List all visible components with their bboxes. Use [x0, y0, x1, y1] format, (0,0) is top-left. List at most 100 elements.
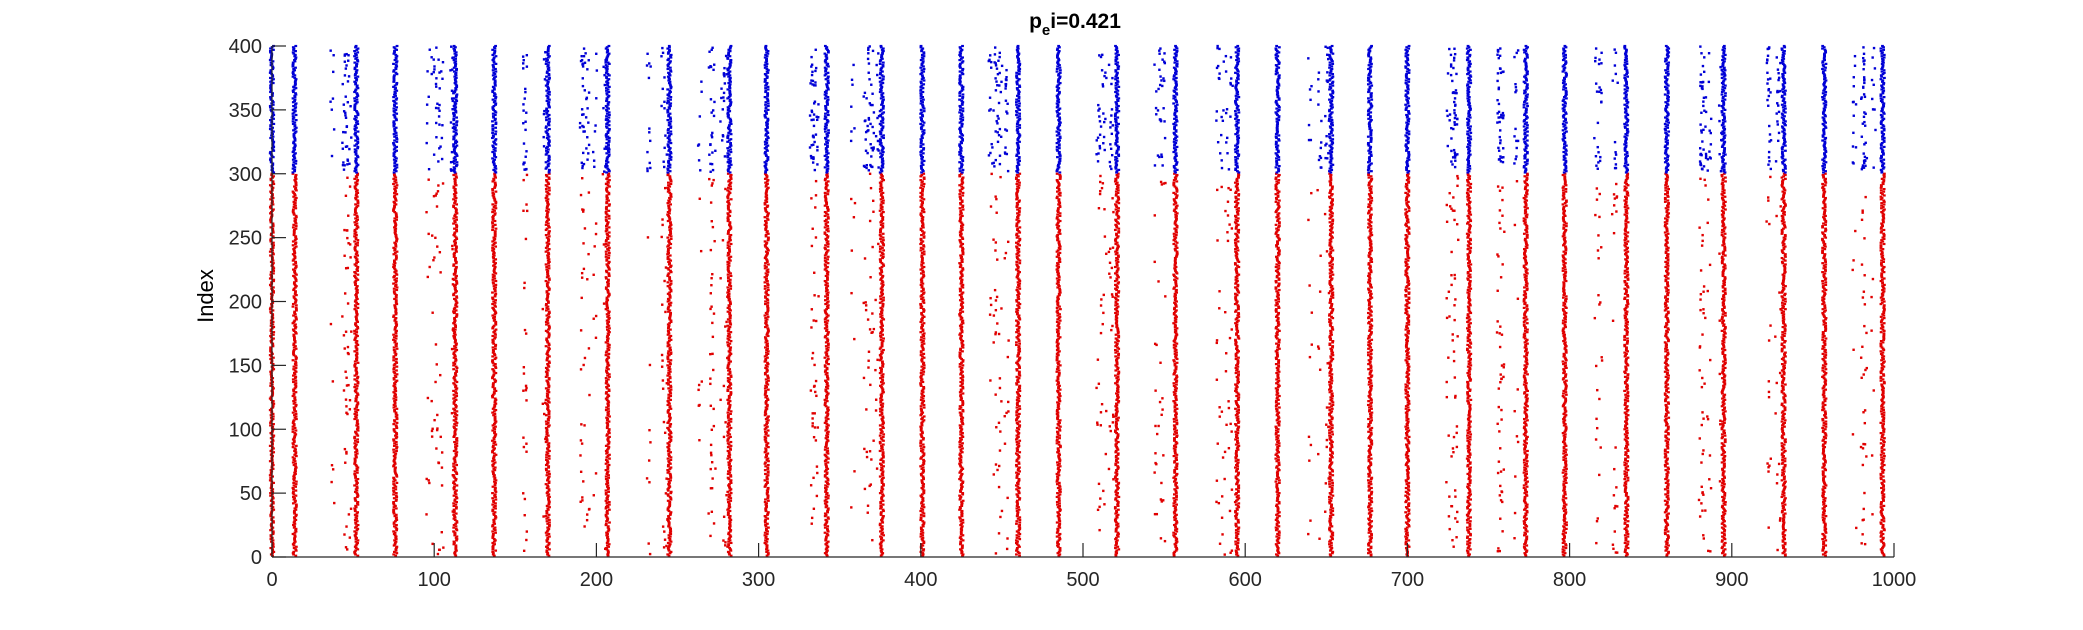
- spike-dot: [546, 58, 549, 62]
- spike-dot: [294, 162, 298, 165]
- spike-dot: [356, 260, 360, 263]
- spike-dot: [455, 538, 459, 541]
- spike-dot: [604, 354, 608, 357]
- spike-dot: [355, 359, 359, 362]
- spike-dot: [291, 167, 295, 170]
- spike-dot: [606, 334, 609, 338]
- spike-dot: [606, 405, 610, 408]
- spike-dot: [491, 359, 495, 362]
- spike-dot: [454, 525, 458, 528]
- spike-dot: [294, 429, 298, 432]
- spike-dot: [269, 477, 273, 481]
- spike-dot: [354, 190, 358, 193]
- spike-dot: [453, 271, 457, 274]
- spike-dot: [392, 153, 396, 156]
- spike-dot: [493, 47, 497, 50]
- spike-dot: [393, 318, 397, 321]
- spike-dot: [394, 360, 398, 363]
- spike-dot: [353, 461, 357, 464]
- spike-dot: [493, 434, 497, 437]
- spike-dot: [453, 156, 457, 159]
- spike-dot: [548, 55, 551, 58]
- spike-dot: [269, 219, 273, 223]
- spike-dot: [272, 521, 275, 524]
- spike-dot: [394, 214, 398, 218]
- spike-dot: [271, 438, 275, 441]
- spike-dot: [293, 138, 297, 141]
- spike-dot: [353, 442, 357, 445]
- spike-dot: [491, 296, 494, 299]
- spike-dot: [291, 302, 295, 306]
- spike-dot: [353, 185, 357, 188]
- spike-dot: [291, 89, 295, 92]
- spike-dot: [392, 403, 396, 407]
- spike-dot: [355, 292, 358, 295]
- spike-dot: [493, 198, 497, 201]
- spike-dot: [393, 127, 397, 131]
- spike-dot: [546, 46, 550, 49]
- spike-dot: [394, 225, 397, 228]
- spike-dot: [493, 88, 496, 91]
- spike-dot: [395, 302, 399, 306]
- spike-dot: [354, 153, 358, 156]
- spike-dot: [453, 317, 456, 320]
- spike-dot: [292, 350, 296, 353]
- spike-dot: [355, 318, 358, 321]
- spike-dot: [355, 317, 358, 320]
- spike-dot: [545, 309, 548, 312]
- spike-dot: [392, 544, 396, 547]
- spike-dot: [455, 226, 459, 229]
- spike-dot: [492, 168, 496, 172]
- spike-dot: [272, 208, 275, 211]
- spike-dot: [454, 269, 457, 272]
- spike-dot: [271, 520, 275, 523]
- spike-dot: [294, 375, 298, 378]
- spike-dot: [452, 465, 456, 468]
- spike-dot: [606, 342, 610, 345]
- spike-dot: [607, 543, 611, 546]
- spike-dot: [604, 449, 608, 453]
- spike-dot: [546, 296, 549, 299]
- spike-dot: [293, 217, 297, 220]
- spike-dot: [492, 331, 496, 334]
- spike-dot: [547, 143, 551, 146]
- spike-dot: [547, 446, 551, 449]
- spike-dot: [607, 446, 611, 449]
- spike-dot: [353, 446, 357, 449]
- spike-dot: [269, 248, 273, 251]
- spike-dot: [606, 448, 609, 451]
- spike-dot: [271, 156, 275, 159]
- spike-dot: [355, 297, 359, 301]
- spike-dot: [604, 216, 608, 219]
- spike-dot: [452, 322, 455, 325]
- spike-dot: [454, 548, 458, 551]
- spike-dot: [294, 242, 297, 246]
- spike-dot: [393, 541, 397, 545]
- spike-dot: [354, 463, 358, 467]
- spike-dot: [355, 162, 359, 165]
- spike-dot: [492, 282, 495, 285]
- spike-dot: [271, 544, 275, 547]
- spike-dot: [604, 341, 608, 344]
- spike-dot: [453, 244, 457, 247]
- spike-dot: [354, 102, 358, 105]
- spike-dot: [392, 103, 396, 106]
- spike-dot: [494, 44, 497, 48]
- spike-dot: [271, 541, 275, 545]
- spike-dot: [452, 329, 456, 332]
- spike-dot: [394, 244, 398, 247]
- spike-dot: [729, 417, 733, 421]
- spike-dot: [268, 184, 272, 187]
- spike-dot: [494, 398, 498, 401]
- spike-dot: [607, 346, 611, 349]
- spike-dot: [547, 104, 551, 108]
- spike-dot: [454, 106, 458, 109]
- spike-dot: [293, 460, 297, 463]
- spike-dot: [353, 437, 357, 440]
- spike-dot: [491, 89, 495, 92]
- spike-dot: [824, 518, 828, 522]
- spike-dot: [292, 320, 296, 324]
- spike-dot: [294, 325, 298, 329]
- spike-dot: [292, 149, 296, 152]
